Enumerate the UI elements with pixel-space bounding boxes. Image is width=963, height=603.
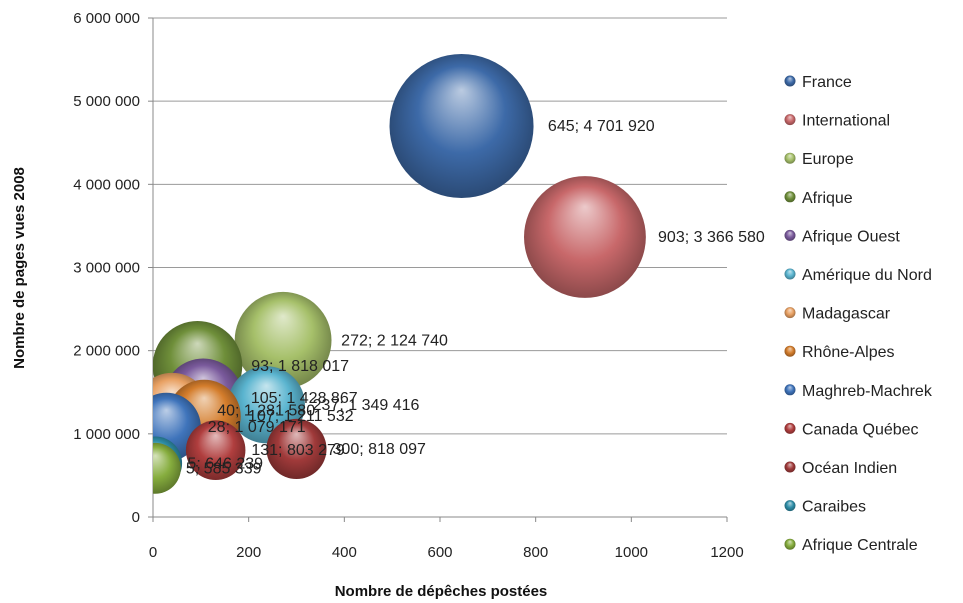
data-label-europe: 272; 2 124 740 xyxy=(341,332,448,349)
bubbles xyxy=(153,53,646,494)
x-tick-label: 0 xyxy=(149,544,157,561)
legend-label-rhone-alpes: Rhône-Alpes xyxy=(802,344,895,361)
bubble-canada-quebec xyxy=(185,420,246,480)
legend-label-canada-quebec: Canada Québec xyxy=(802,421,919,438)
y-tick-label: 5 000 000 xyxy=(73,93,140,110)
data-label-caraibes: 5; 646 239 xyxy=(187,455,263,472)
legend-label-maghreb-machrek: Maghreb-Machrek xyxy=(802,383,933,400)
legend: France International Europe Afrique Afrique … xyxy=(784,74,933,554)
data-label-france: 645; 4 701 920 xyxy=(548,118,655,135)
legend-marker-madagascar xyxy=(784,307,796,319)
x-tick-label: 1000 xyxy=(615,544,648,561)
data-labels: 645; 4 701 920 903; 3 366 580 272; 2 124 7… xyxy=(186,118,765,477)
data-label-afrique-centrale: 5; 585 339 xyxy=(186,460,262,477)
legend-label-madagascar: Madagascar xyxy=(802,306,891,323)
legend-marker-international xyxy=(784,114,796,126)
y-tick-label: 0 xyxy=(132,509,140,526)
y-axis-title: Nombre de pages vues 2008 xyxy=(11,167,28,369)
legend-marker-canada-quebec xyxy=(784,422,796,434)
legend-marker-caraibes xyxy=(784,500,796,512)
legend-label-caraibes: Caraibes xyxy=(802,499,866,516)
data-label-afrique-ouest: 105; 1 428 867 xyxy=(251,390,358,407)
legend-marker-rhone-alpes xyxy=(784,345,796,357)
legend-label-afrique-centrale: Afrique Centrale xyxy=(802,537,918,554)
y-tick-label: 6 000 000 xyxy=(73,10,140,27)
bubble-afrique-centrale xyxy=(153,442,181,494)
legend-label-amerique-du-nord: Amérique du Nord xyxy=(802,267,932,284)
data-label-canada-quebec: 131; 803 279 xyxy=(251,442,345,459)
bubble-france xyxy=(389,53,534,198)
legend-marker-amerique-du-nord xyxy=(784,268,796,280)
x-tick-label: 200 xyxy=(236,544,261,561)
bubble-ocean-indien xyxy=(266,418,327,479)
bubble-international xyxy=(524,176,646,298)
legend-marker-ocean-indien xyxy=(784,461,796,473)
legend-label-afrique: Afrique xyxy=(802,190,853,207)
x-tick-labels: 0 200 400 600 800 1000 1200 xyxy=(149,544,744,561)
legend-label-france: France xyxy=(802,74,852,91)
legend-marker-afrique xyxy=(784,191,796,203)
bubble-europe xyxy=(234,291,332,389)
x-tick-label: 800 xyxy=(523,544,548,561)
legend-label-afrique-ouest: Afrique Ouest xyxy=(802,228,900,245)
data-label-amerique-du-nord: 237; 1 349 416 xyxy=(313,397,420,414)
y-tick-labels: 0 1 000 000 2 000 000 3 000 000 4 000 000 5 0… xyxy=(73,10,140,526)
x-tick-label: 1200 xyxy=(710,544,743,561)
legend-marker-france xyxy=(784,75,796,87)
x-tick-label: 600 xyxy=(427,544,452,561)
legend-marker-maghreb-machrek xyxy=(784,384,796,396)
legend-label-ocean-indien: Océan Indien xyxy=(802,460,897,477)
y-tick-label: 2 000 000 xyxy=(73,343,140,360)
legend-label-europe: Europe xyxy=(802,151,854,168)
legend-marker-afrique-ouest xyxy=(784,229,796,241)
legend-marker-afrique-centrale xyxy=(784,538,796,550)
x-tick-label: 400 xyxy=(332,544,357,561)
y-tick-label: 1 000 000 xyxy=(73,426,140,443)
data-label-international: 903; 3 366 580 xyxy=(658,229,765,246)
y-tick-label: 3 000 000 xyxy=(73,260,140,277)
y-tick-label: 4 000 000 xyxy=(73,176,140,193)
data-label-rhone-alpes: 107; 1 211 532 xyxy=(248,408,354,425)
data-label-madagascar: 40; 1 281 580 xyxy=(217,402,315,419)
legend-label-international: International xyxy=(802,113,890,130)
data-label-ocean-indien: 300; 818 097 xyxy=(333,441,427,458)
data-label-maghreb-machrek: 28; 1 079 171 xyxy=(208,419,306,436)
x-axis-title: Nombre de dépêches postées xyxy=(335,583,548,600)
data-label-afrique: 93; 1 818 017 xyxy=(251,358,349,375)
legend-marker-europe xyxy=(784,152,796,164)
